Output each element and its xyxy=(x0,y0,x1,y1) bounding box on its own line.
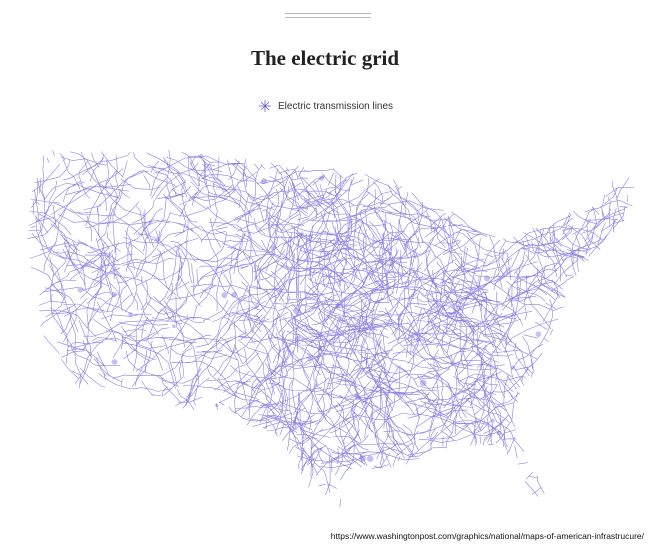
hub xyxy=(354,394,360,401)
hub xyxy=(155,236,161,242)
top-rule xyxy=(285,17,371,18)
hub xyxy=(111,291,117,298)
hub xyxy=(294,335,301,342)
hub xyxy=(199,154,203,158)
hub xyxy=(307,357,312,362)
hub xyxy=(535,331,542,338)
hub xyxy=(215,403,219,408)
hub xyxy=(318,346,323,352)
hub xyxy=(359,455,366,462)
hub xyxy=(172,324,176,329)
hub xyxy=(335,303,341,309)
hub xyxy=(221,292,228,299)
hub xyxy=(510,365,515,370)
hub xyxy=(484,275,491,282)
hub xyxy=(261,178,268,185)
hub xyxy=(111,358,118,365)
source-url: https://www.washingtonpost.com/graphics/… xyxy=(330,531,644,541)
hub xyxy=(419,379,427,387)
hub xyxy=(366,455,374,463)
hub xyxy=(491,419,495,423)
hub xyxy=(293,307,300,315)
transmission-lines xyxy=(27,149,634,508)
legend-icon xyxy=(259,100,271,112)
hub xyxy=(270,245,275,250)
legend: Electric transmission lines xyxy=(258,99,393,113)
grid-map xyxy=(27,149,634,508)
hub xyxy=(496,430,502,436)
hub xyxy=(231,291,237,298)
hub xyxy=(77,287,84,293)
legend-label: Electric transmission lines xyxy=(278,100,394,112)
top-rule xyxy=(285,13,371,14)
map-title: The electric grid xyxy=(250,46,400,70)
hub xyxy=(279,404,283,408)
hub xyxy=(128,312,133,317)
hub xyxy=(319,175,325,181)
